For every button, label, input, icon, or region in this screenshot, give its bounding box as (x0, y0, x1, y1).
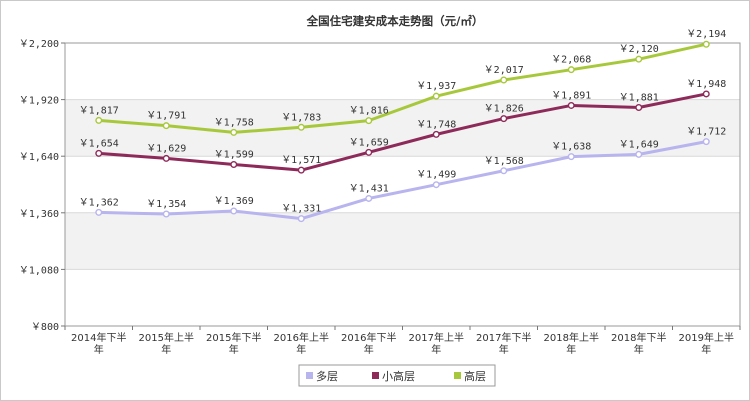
x-tick-label: 2016年上半年 (274, 331, 329, 356)
legend[interactable]: 多层 小高层 高层 (298, 364, 496, 387)
data-label: ￥1,826 (484, 104, 524, 115)
data-point[interactable] (365, 148, 373, 156)
legend-swatch[interactable] (372, 372, 379, 379)
y-tick-label: ￥1,080 (19, 265, 59, 276)
data-point[interactable] (162, 154, 170, 162)
series-line-高层 (98, 42, 707, 134)
data-label: ￥1,599 (214, 149, 254, 160)
x-tick-label: 2015年上半年 (139, 331, 194, 356)
data-label: ￥1,354 (146, 199, 186, 210)
data-label: ￥1,948 (686, 79, 726, 90)
data-label: ￥2,068 (551, 55, 591, 66)
y-tick-label: ￥1,360 (19, 209, 59, 220)
x-tick-label: 2016年下半年 (341, 331, 396, 356)
data-label: ￥1,331 (281, 204, 321, 215)
data-point[interactable] (95, 208, 103, 216)
data-label: ￥2,194 (686, 29, 726, 40)
legend-box (298, 364, 496, 387)
legend-swatch[interactable] (454, 372, 461, 379)
data-label: ￥1,629 (146, 143, 186, 154)
data-label: ￥1,791 (146, 111, 186, 122)
x-tick-label: 2015年下半年 (206, 331, 261, 356)
data-point[interactable] (567, 66, 575, 74)
x-tick-label: 2014年下半年 (71, 331, 126, 356)
data-point[interactable] (635, 103, 643, 111)
data-label: ￥1,369 (214, 196, 254, 207)
x-tick-label: 2017年下半年 (476, 331, 531, 356)
legend-item-label[interactable]: 高层 (464, 369, 486, 383)
data-point[interactable] (567, 153, 575, 161)
data-label: ￥1,649 (619, 139, 659, 150)
data-label: ￥2,120 (619, 44, 659, 55)
data-point[interactable] (365, 194, 373, 202)
data-point[interactable] (432, 92, 440, 100)
grid-band (65, 156, 740, 213)
data-point[interactable] (500, 115, 508, 123)
x-axis: 2014年下半年 2015年上半年 2015年下半年 2016年上半年 2016年下半年… (64, 326, 741, 356)
data-point[interactable] (230, 160, 238, 168)
x-tick-label: 2019年上半年 (679, 331, 734, 356)
grid-bands (64, 42, 741, 327)
data-label: ￥1,431 (349, 183, 389, 194)
data-point[interactable] (95, 116, 103, 124)
data-label: ￥1,499 (416, 170, 456, 181)
y-axis: ￥800 ￥1,080 ￥1,360 ￥1,640 ￥1,920 ￥2,200 (19, 39, 65, 333)
y-tick-label: ￥1,920 (19, 96, 59, 107)
data-point[interactable] (432, 181, 440, 189)
data-label: ￥1,881 (619, 92, 659, 103)
series-line-多层 (98, 140, 707, 221)
legend-item-label[interactable]: 小高层 (382, 369, 415, 383)
data-label: ￥1,362 (79, 197, 119, 208)
legend-item-label[interactable]: 多层 (316, 369, 338, 383)
data-label: ￥2,017 (484, 65, 524, 76)
data-label: ￥1,783 (281, 112, 321, 123)
data-point[interactable] (432, 130, 440, 138)
grid-band (65, 43, 740, 100)
data-label: ￥1,654 (79, 138, 119, 149)
data-labels: ￥1,362 ￥1,354 ￥1,369 ￥1,331 ￥1,431 ￥1,499 ￥1,5… (79, 29, 727, 214)
data-label: ￥1,891 (551, 90, 591, 101)
data-point[interactable] (162, 210, 170, 218)
data-point[interactable] (365, 117, 373, 125)
data-point[interactable] (567, 101, 575, 109)
data-point[interactable] (635, 55, 643, 63)
data-label: ￥1,712 (686, 127, 726, 138)
series-line-小高层 (98, 92, 707, 172)
chart-title: 全国住宅建安成本走势图（元/㎡） (306, 14, 484, 28)
grid-band (65, 212, 740, 270)
data-label: ￥1,659 (349, 137, 389, 148)
data-point[interactable] (500, 167, 508, 175)
data-point[interactable] (162, 122, 170, 130)
data-point[interactable] (500, 76, 508, 84)
data-label: ￥1,817 (79, 105, 119, 116)
data-label: ￥1,758 (214, 117, 254, 128)
data-point[interactable] (297, 215, 305, 223)
data-point[interactable] (95, 149, 103, 157)
data-label: ￥1,748 (416, 119, 456, 130)
data-label: ￥1,816 (349, 106, 389, 117)
data-point[interactable] (702, 90, 710, 98)
data-point[interactable] (702, 138, 710, 146)
data-label: ￥1,638 (551, 142, 591, 153)
y-tick-label: ￥1,640 (19, 152, 59, 163)
y-tick-label: ￥2,200 (19, 39, 59, 50)
x-tick-label: 2017年上半年 (409, 331, 464, 356)
grid-band (65, 269, 740, 326)
legend-swatch[interactable] (306, 372, 313, 379)
x-tick-label: 2018年下半年 (611, 331, 666, 356)
data-point[interactable] (635, 150, 643, 158)
data-point[interactable] (297, 166, 305, 174)
data-point[interactable] (297, 123, 305, 131)
data-label: ￥1,568 (484, 156, 524, 167)
data-point[interactable] (702, 40, 710, 48)
x-tick-label: 2018年上半年 (544, 331, 599, 356)
data-label: ￥1,571 (281, 155, 321, 166)
data-label: ￥1,937 (416, 81, 456, 92)
data-point[interactable] (230, 207, 238, 215)
y-tick-label: ￥800 (31, 322, 59, 333)
data-point[interactable] (230, 128, 238, 136)
series-layer (95, 40, 710, 223)
